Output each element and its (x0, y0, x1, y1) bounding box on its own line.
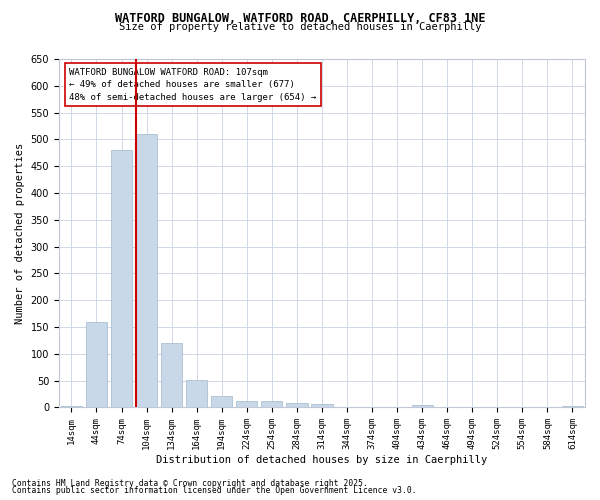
Bar (136, 134, 157, 407)
Bar (111, 150, 132, 407)
Bar (211, 396, 232, 407)
Text: Contains HM Land Registry data © Crown copyright and database right 2025.: Contains HM Land Registry data © Crown c… (12, 478, 368, 488)
Bar (161, 343, 182, 407)
Bar (562, 406, 583, 407)
Y-axis label: Number of detached properties: Number of detached properties (15, 142, 25, 324)
Bar (311, 404, 332, 407)
X-axis label: Distribution of detached houses by size in Caerphilly: Distribution of detached houses by size … (157, 455, 488, 465)
Bar (236, 401, 257, 407)
Bar (186, 380, 208, 407)
Bar (261, 401, 283, 407)
Text: WATFORD BUNGALOW WATFORD ROAD: 107sqm
← 49% of detached houses are smaller (677): WATFORD BUNGALOW WATFORD ROAD: 107sqm ← … (70, 68, 317, 102)
Text: Size of property relative to detached houses in Caerphilly: Size of property relative to detached ho… (119, 22, 481, 32)
Bar (86, 322, 107, 408)
Bar (286, 402, 308, 407)
Bar (61, 406, 82, 407)
Text: Contains public sector information licensed under the Open Government Licence v3: Contains public sector information licen… (12, 486, 416, 495)
Text: WATFORD BUNGALOW, WATFORD ROAD, CAERPHILLY, CF83 1NE: WATFORD BUNGALOW, WATFORD ROAD, CAERPHIL… (115, 12, 485, 26)
Bar (412, 406, 433, 407)
